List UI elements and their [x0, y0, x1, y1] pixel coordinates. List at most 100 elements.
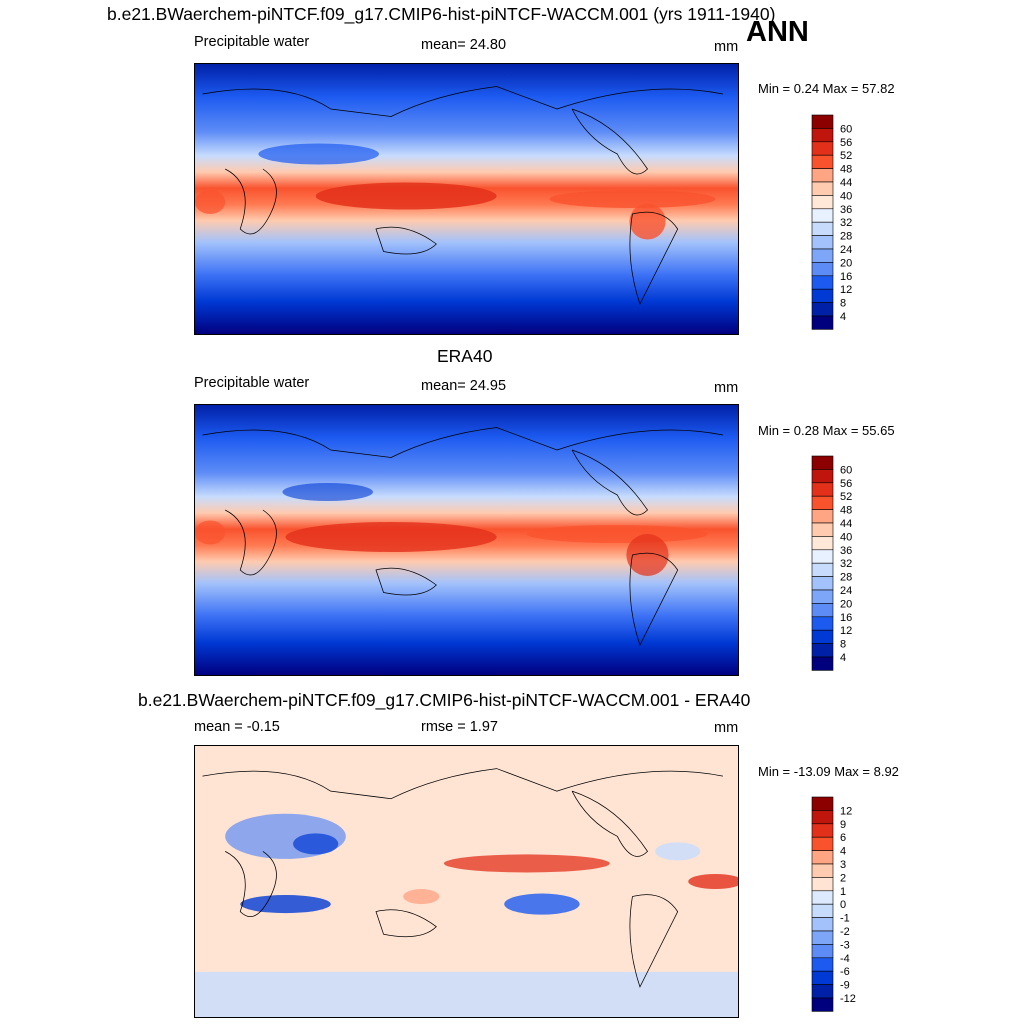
colorbar-tick-label: 52 [840, 150, 852, 162]
panel2-title: ERA40 [437, 346, 493, 366]
colorbar-box [811, 930, 834, 945]
colorbar-tick-label: 12 [840, 284, 852, 296]
panel2-colorbar: 60 56 52 48 44 40 36 32 28 24 20 16 12 8 4 [811, 455, 872, 672]
colorbar-tick-label: 40 [840, 190, 852, 202]
panel2-colorbar-boxes [811, 455, 834, 671]
colorbar-tick-label: 56 [840, 137, 852, 149]
colorbar-tick-label: 44 [840, 177, 852, 189]
panel2-map [194, 404, 739, 676]
colorbar-box [811, 643, 834, 658]
colorbar-tick-label: 24 [840, 244, 852, 256]
colorbar-box [811, 836, 834, 851]
colorbar-box [811, 221, 834, 236]
colorbar-box [811, 302, 834, 317]
colorbar-box [811, 288, 834, 303]
colorbar-tick-label: 6 [840, 832, 846, 844]
colorbar-box [811, 850, 834, 865]
colorbar-box [811, 482, 834, 497]
colorbar-box [811, 536, 834, 551]
colorbar-box [811, 823, 834, 838]
colorbar-box [811, 181, 834, 196]
panel3-colorbar-boxes [811, 796, 834, 1012]
panel2-field-label: Precipitable water [194, 375, 310, 391]
colorbar-box [811, 629, 834, 644]
colorbar-tick-label: 16 [840, 271, 852, 283]
colorbar-tick-label: 32 [840, 217, 852, 229]
colorbar-box [811, 495, 834, 510]
panel1-map-svg [195, 64, 738, 334]
panel1-colorbar-boxes [811, 114, 834, 330]
colorbar-tick-label: -9 [840, 980, 850, 992]
season-label: ANN [746, 16, 809, 48]
colorbar-tick-label: 36 [840, 204, 852, 216]
colorbar-box [811, 455, 834, 470]
panel1-title: b.e21.BWaerchem-piNTCF.f09_g17.CMIP6-his… [107, 4, 776, 24]
colorbar-tick-label: 8 [840, 298, 846, 310]
colorbar-tick-label: 24 [840, 585, 852, 597]
colorbar-tick-label: -3 [840, 939, 850, 951]
colorbar-tick-label: 48 [840, 505, 852, 517]
colorbar-tick-label: 8 [840, 639, 846, 651]
colorbar-tick-label: 12 [840, 805, 852, 817]
colorbar-box [811, 154, 834, 169]
colorbar-tick-label: 40 [840, 531, 852, 543]
colorbar-box [811, 810, 834, 825]
colorbar-box [811, 997, 834, 1012]
colorbar-box [811, 984, 834, 999]
colorbar-tick-label: 1 [840, 886, 846, 898]
colorbar-box [811, 141, 834, 156]
colorbar-box [811, 562, 834, 577]
colorbar-tick-label: 16 [840, 612, 852, 624]
colorbar-tick-label: 32 [840, 558, 852, 570]
colorbar-tick-label: 4 [840, 652, 846, 664]
colorbar-tick-label: -2 [840, 926, 850, 938]
panel3-map [194, 745, 739, 1018]
panel2-units-label: mm [714, 380, 739, 396]
colorbar-box [811, 128, 834, 143]
colorbar-box [811, 890, 834, 905]
colorbar-box [811, 656, 834, 671]
colorbar-tick-label: -12 [840, 993, 856, 1005]
panel3-units-label: mm [714, 720, 739, 736]
colorbar-box [811, 616, 834, 631]
colorbar-tick-label: 48 [840, 164, 852, 176]
colorbar-tick-label: 28 [840, 572, 852, 584]
colorbar-box [811, 262, 834, 277]
colorbar-box [811, 522, 834, 537]
colorbar-box [811, 796, 834, 811]
panel3-colorbar-labels: 12 96 432 10 -1-2-3 -4-6 -9-12 [840, 805, 856, 1005]
colorbar-tick-label: 20 [840, 257, 852, 269]
colorbar-box [811, 957, 834, 972]
panel3-rmse-label: rmse = 1.97 [421, 719, 498, 735]
panel2-minmax: Min = 0.28 Max = 55.65 [758, 423, 895, 438]
colorbar-tick-label: 60 [840, 464, 852, 476]
colorbar-tick-label: 12 [840, 625, 852, 637]
colorbar-tick-label: 36 [840, 545, 852, 557]
colorbar-box [811, 944, 834, 959]
colorbar-box [811, 114, 834, 129]
colorbar-tick-label: 2 [840, 872, 846, 884]
panel3-colorbar: 12 9 6 4 3 2 1 0 -1 -2 -3 -4 -6 -9 -12 [811, 796, 872, 1013]
panel3-colorbar-svg: 12 96 432 10 -1-2-3 -4-6 -9-12 [811, 796, 856, 1012]
colorbar-box [811, 509, 834, 524]
colorbar-box [811, 970, 834, 985]
colorbar-tick-label: 60 [840, 123, 852, 135]
panel1-mean-label: mean= 24.80 [421, 37, 507, 53]
colorbar-box [811, 877, 834, 892]
colorbar-tick-label: 4 [840, 311, 846, 323]
colorbar-tick-label: 9 [840, 819, 846, 831]
panel1-field-label: Precipitable water [194, 34, 310, 50]
colorbar-box [811, 235, 834, 250]
colorbar-box [811, 195, 834, 210]
colorbar-box [811, 863, 834, 878]
colorbar-box [811, 168, 834, 183]
colorbar-box [811, 208, 834, 223]
panel3-mean-label: mean = -0.15 [194, 719, 280, 735]
colorbar-tick-label: -4 [840, 953, 850, 965]
colorbar-box [811, 549, 834, 564]
colorbar-tick-label: 52 [840, 491, 852, 503]
panel1-units-label: mm [714, 39, 739, 55]
